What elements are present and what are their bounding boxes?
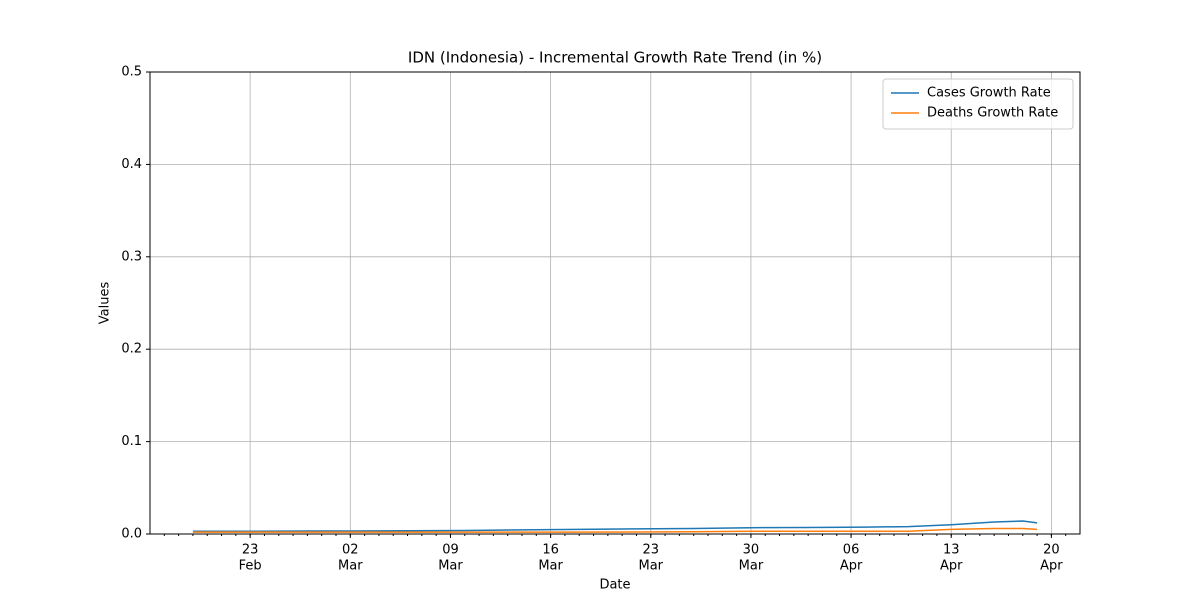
x-tick-label: 06: [843, 543, 860, 558]
x-tick-label: Mar: [538, 559, 563, 574]
x-tick-label: 09: [442, 543, 459, 558]
legend-label: Cases Growth Rate: [927, 86, 1051, 101]
x-tick-label: 20: [1043, 543, 1060, 558]
y-tick-label: 0.1: [121, 434, 142, 449]
x-tick-label: Apr: [1040, 559, 1063, 574]
x-tick-label: Mar: [438, 559, 463, 574]
x-tick-label: 13: [943, 543, 960, 558]
legend: Cases Growth Rate Deaths Growth Rate: [882, 78, 1074, 130]
y-tick-label: 0.2: [121, 342, 142, 357]
series-line: [192, 527, 1038, 533]
chart-title: IDN (Indonesia) - Incremental Growth Rat…: [408, 49, 822, 67]
series-line: [192, 520, 1038, 532]
x-tick-label: 30: [743, 543, 760, 558]
x-tick-label: Feb: [239, 559, 262, 574]
legend-box: [882, 78, 1074, 130]
x-tick-label: 23: [242, 543, 259, 558]
x-tick-label: Mar: [639, 559, 664, 574]
x-tick-label: 02: [342, 543, 359, 558]
plot-frame: [149, 71, 1081, 535]
x-axis-label: Date: [599, 578, 630, 593]
x-tick-label: Apr: [940, 559, 963, 574]
y-tick-label: 0.3: [121, 249, 142, 264]
y-tick-label: 0.0: [121, 527, 142, 542]
x-tick-label: 16: [542, 543, 559, 558]
x-tick-label: Mar: [338, 559, 363, 574]
y-tick-label: 0.4: [121, 157, 142, 172]
y-axis-label: Values: [98, 282, 113, 325]
x-tick-label: Apr: [840, 559, 863, 574]
x-tick-label: 23: [642, 543, 659, 558]
y-tick-label: 0.5: [121, 65, 142, 80]
legend-label: Deaths Growth Rate: [927, 106, 1058, 121]
x-tick-label: Mar: [739, 559, 764, 574]
